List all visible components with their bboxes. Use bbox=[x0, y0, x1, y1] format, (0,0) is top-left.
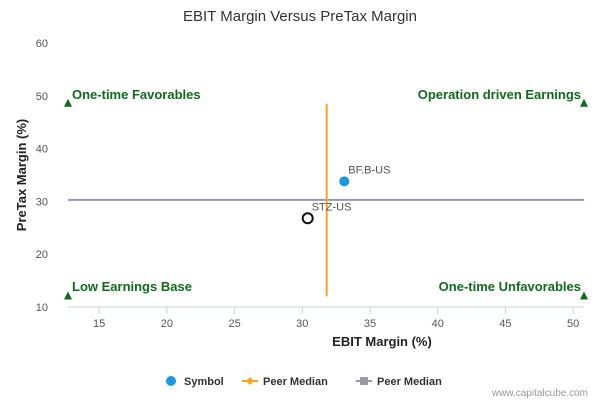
legend: Symbol Peer Median Peer Median bbox=[166, 376, 442, 388]
legend-label: Symbol bbox=[184, 376, 224, 388]
quadrant-label-top-left: One-time Favorables bbox=[72, 87, 201, 102]
y-tick-label: 10 bbox=[36, 302, 48, 314]
x-tick-label: 15 bbox=[93, 318, 105, 330]
source-footer: www.capitalcube.com bbox=[491, 388, 588, 399]
quadrant-marker-triangle bbox=[580, 291, 588, 300]
quadrant-marker-triangle bbox=[580, 98, 588, 107]
legend-marker-symbol bbox=[166, 376, 176, 386]
x-tick-label: 30 bbox=[296, 318, 308, 330]
x-tick-label: 45 bbox=[499, 318, 511, 330]
data-point-label: STZ-US bbox=[312, 201, 352, 213]
y-axis-label: PreTax Margin (%) bbox=[14, 119, 29, 231]
quadrant-marker-triangle bbox=[64, 291, 72, 300]
legend-marker-pretax-median bbox=[360, 377, 368, 385]
x-tick-label: 40 bbox=[432, 318, 444, 330]
data-point-stz-us bbox=[301, 212, 314, 225]
x-tick-label: 20 bbox=[161, 318, 173, 330]
legend-label: Peer Median bbox=[263, 376, 328, 388]
quadrant-label-bottom-left: Low Earnings Base bbox=[72, 279, 192, 294]
x-tick-label: 35 bbox=[364, 318, 376, 330]
x-tick-label: 25 bbox=[228, 318, 240, 330]
axis-tick-layer: 10 20 30 40 50 60 15 20 25 30 35 40 45 50 bbox=[36, 38, 580, 330]
quadrant-marker-triangle bbox=[64, 98, 72, 107]
legend-label: Peer Median bbox=[377, 376, 442, 388]
y-tick-label: 50 bbox=[36, 91, 48, 103]
chart-title: EBIT Margin Versus PreTax Margin bbox=[183, 8, 417, 25]
legend-marker-ebit-median bbox=[246, 377, 254, 385]
data-point-bf-b-us bbox=[339, 176, 350, 187]
quadrant-label-top-right: Operation driven Earnings bbox=[418, 87, 581, 102]
quadrant-marker-layer bbox=[64, 98, 588, 300]
reference-line-layer bbox=[68, 103, 584, 297]
x-axis-label: EBIT Margin (%) bbox=[332, 334, 432, 349]
y-tick-label: 20 bbox=[36, 249, 48, 261]
y-tick-label: 60 bbox=[36, 38, 48, 50]
y-tick-label: 40 bbox=[36, 144, 48, 156]
x-tick-label: 50 bbox=[567, 318, 579, 330]
data-point-layer: BF.B-US STZ-US bbox=[301, 164, 390, 225]
y-tick-label: 30 bbox=[36, 196, 48, 208]
quadrant-label-layer: One-time Favorables Operation driven Earn… bbox=[72, 87, 581, 294]
quadrant-label-bottom-right: One-time Unfavorables bbox=[439, 279, 581, 294]
data-point-label: BF.B-US bbox=[348, 164, 390, 176]
